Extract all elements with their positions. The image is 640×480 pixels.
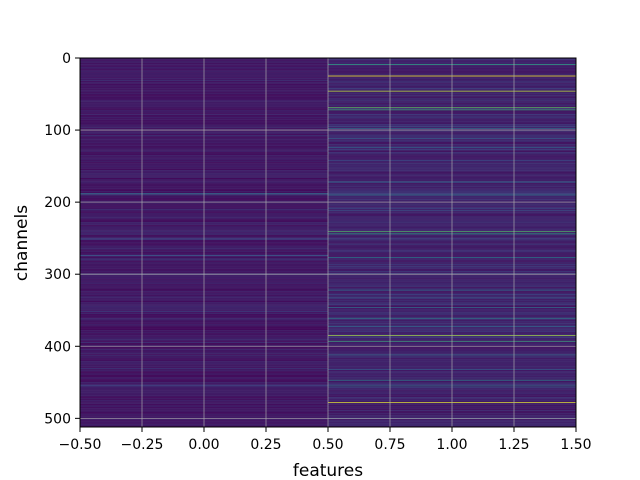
x-axis-label: features (293, 461, 363, 480)
y-tick-label: 200 (44, 195, 71, 211)
x-tick-label: 0.25 (250, 437, 281, 453)
y-axis: 0 100 200 300 400 500 (44, 51, 80, 427)
y-axis-label: channels (12, 205, 32, 281)
y-tick-label: 0 (62, 51, 71, 67)
x-axis: −0.50 −0.25 0.00 0.25 0.50 0.75 1.00 1.25 1.50 (59, 427, 592, 453)
x-tick-label: −0.50 (59, 437, 102, 453)
y-tick-label: 400 (44, 339, 71, 355)
y-tick-label: 500 (44, 411, 71, 427)
grid-lines (80, 58, 576, 427)
x-tick-label: 0.00 (188, 437, 219, 453)
x-tick-label: −0.25 (121, 437, 164, 453)
x-tick-label: 1.25 (498, 437, 529, 453)
x-tick-label: 0.50 (312, 437, 343, 453)
y-tick-label: 100 (44, 123, 71, 139)
x-tick-label: 1.00 (436, 437, 467, 453)
x-tick-label: 1.50 (560, 437, 591, 453)
x-tick-label: 0.75 (374, 437, 405, 453)
y-tick-label: 300 (44, 267, 71, 283)
